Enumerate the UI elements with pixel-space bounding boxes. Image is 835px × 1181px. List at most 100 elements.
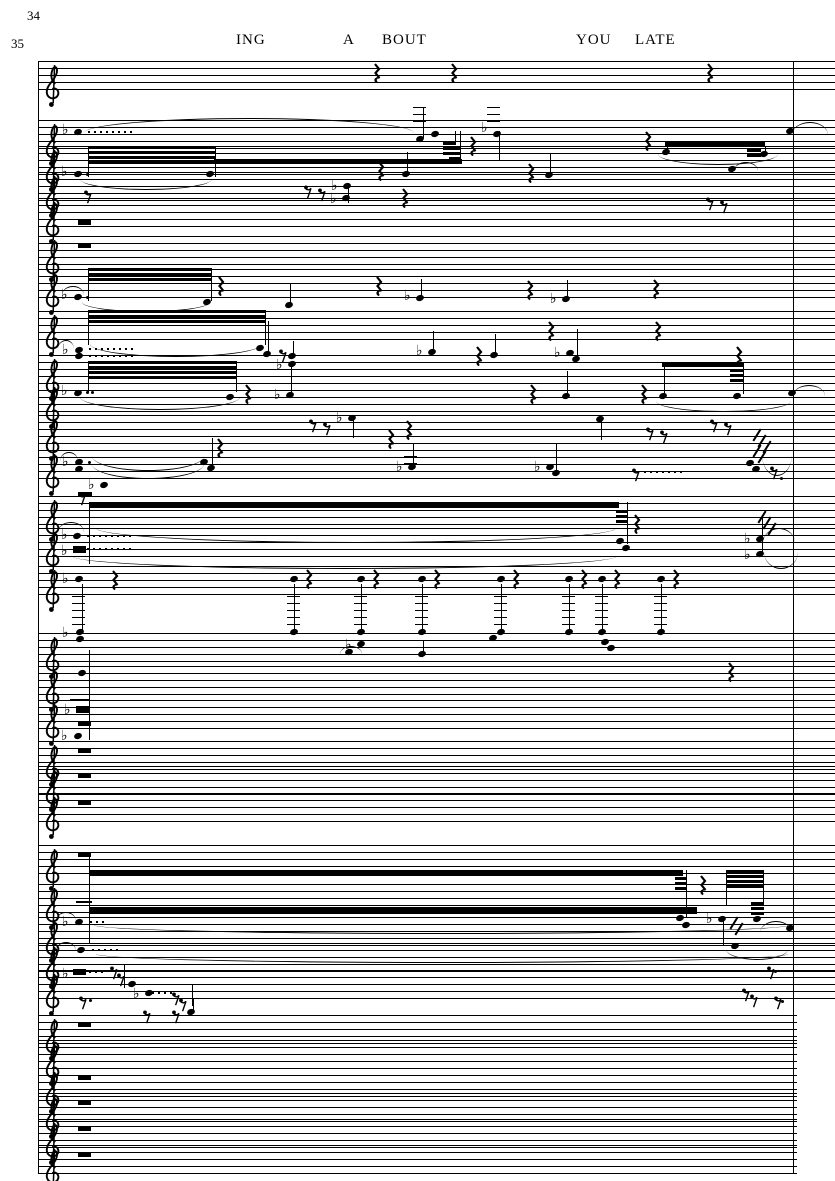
stem-line [664,367,665,394]
beam-group [747,149,761,157]
quarter-rest-icon [216,437,224,459]
dotted-sustain-line [87,535,133,537]
flat-icon: ♭ [345,637,352,653]
flat-icon: ♭ [416,343,423,359]
staff [38,61,835,90]
eighth-rest-icon [705,196,714,211]
quarter-rest-icon [217,275,225,297]
stem-line [88,146,89,177]
notehead [561,294,571,304]
quarter-rest-icon [644,130,652,152]
dotted-sustain-line [90,921,108,923]
stem-line [89,650,90,740]
beam-group [751,902,764,915]
quarter-rest-icon [375,275,383,297]
flat-icon: ♭ [133,986,140,1002]
beam-bar [78,1075,91,1080]
stem-line [423,108,424,138]
flat-icon: ♭ [744,531,751,547]
stem-line [38,61,39,1174]
measure-number-35: 35 [11,36,24,51]
notehead [255,343,265,353]
slur [84,118,414,133]
quarter-rest-icon [405,419,413,441]
eighth-rest-icon [769,465,778,480]
flat-icon: ♭ [88,477,95,493]
stem-line [577,329,578,357]
slur [734,162,758,171]
flat-icon: ♭ [62,914,69,930]
ledger-lines [595,596,608,626]
flat-icon: ♭ [61,543,68,559]
ledger-lines [72,596,85,626]
augmentation-dot [89,999,92,1002]
staff [38,1119,797,1148]
stem-line [601,417,602,440]
beam-bar [78,748,91,753]
stem-line [567,280,568,297]
quarter-rest-icon [111,569,119,591]
beam-bar [89,907,697,914]
beam-bar [78,773,91,778]
stem-line [290,284,291,303]
quarter-rest-icon [699,874,707,896]
beam-bar [78,1022,91,1027]
staff [38,1145,797,1174]
beam-bar [89,502,619,508]
slur [56,942,76,951]
slur [90,344,262,357]
stem-line [743,367,744,394]
slur [762,455,792,476]
slur [658,154,778,165]
flat-icon: ♭ [554,345,561,361]
quarter-rest-icon [633,513,641,535]
slur [96,954,788,963]
staff [38,666,835,695]
slur [56,912,76,921]
flat-icon: ♭ [550,291,557,307]
flat-icon: ♭ [61,164,68,180]
eighth-rest-icon [766,965,775,980]
dotted-sustain-line [87,548,133,550]
eighth-rest-icon [317,187,326,202]
flat-icon: ♭ [62,454,69,470]
staff [38,845,835,874]
stem-line [793,61,794,1174]
dotted-sustain-line [89,355,133,357]
flat-icon: ♭ [64,702,71,718]
slur [58,340,74,349]
quarter-rest-icon [387,428,395,450]
beam-bar [89,870,683,876]
staff [38,741,835,770]
stem-line [353,415,354,438]
stem-line [765,146,766,154]
eighth-rest-icon [723,421,732,436]
stem-line [348,183,349,203]
slur [94,925,790,934]
lyric-syllable: A [343,32,355,48]
notehead [202,297,212,307]
flat-icon: ♭ [404,288,411,304]
flat-icon: ♭ [534,459,541,475]
flat-icon: ♭ [481,120,488,136]
eighth-rest-icon [78,995,87,1010]
beam-bar [76,901,92,903]
beam-bar [78,492,92,497]
flat-icon: ♭ [396,459,403,475]
staff [38,1040,797,1069]
slur [340,646,362,654]
stem-line [762,518,763,552]
flat-icon: ♭ [61,287,68,303]
augmentation-dot [86,391,89,394]
beam-group [675,877,687,890]
quarter-rest-icon [706,62,714,84]
beam-group [88,361,237,379]
beam-bar [78,1152,91,1157]
quarter-rest-icon [373,62,381,84]
stem-line [124,964,125,988]
stem-line [556,443,557,471]
beam-bar [73,546,86,553]
flat-icon: ♭ [62,342,69,358]
augmentation-dot [91,391,94,394]
